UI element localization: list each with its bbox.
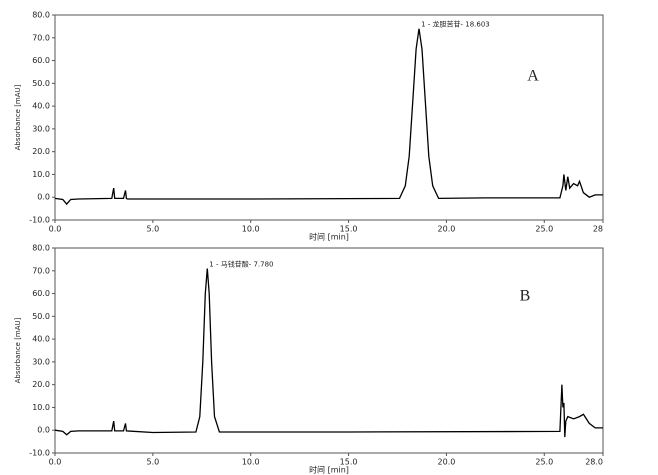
peak-annotation: 1 - 龙胆苦苷- 18.603 bbox=[421, 20, 490, 29]
panel-label: A bbox=[527, 68, 539, 85]
y-tick-label: 0.0 bbox=[37, 193, 50, 202]
y-tick-label: 50.0 bbox=[32, 312, 50, 321]
y-tick-label: 80.0 bbox=[32, 11, 50, 20]
x-tick-label: 10.0 bbox=[242, 458, 260, 467]
y-tick-label: 60.0 bbox=[32, 56, 50, 65]
y-axis-title: Absorbance [mAU] bbox=[14, 317, 22, 383]
x-tick-label: 15.0 bbox=[340, 458, 358, 467]
x-axis-title: 时间 [min] bbox=[309, 232, 349, 242]
chart-panel: -10.00.010.020.030.040.050.060.070.080.0… bbox=[14, 11, 604, 242]
y-axis-title: Absorbance [mAU] bbox=[14, 84, 22, 150]
x-tick-label: 0.0 bbox=[49, 225, 62, 234]
x-tick-label: 5.0 bbox=[146, 458, 159, 467]
x-tick-label: 28.0 bbox=[585, 458, 603, 467]
y-tick-label: 40.0 bbox=[32, 335, 50, 344]
y-tick-label: 0.0 bbox=[37, 426, 50, 435]
x-tick-label: 10.0 bbox=[242, 225, 260, 234]
y-tick-label: 10.0 bbox=[32, 403, 50, 412]
y-tick-label: 60.0 bbox=[32, 289, 50, 298]
panel-label: B bbox=[520, 288, 531, 305]
y-tick-label: 80.0 bbox=[32, 244, 50, 253]
y-tick-label: 70.0 bbox=[32, 33, 50, 42]
y-tick-label: 20.0 bbox=[32, 380, 50, 389]
x-tick-label: 0.0 bbox=[49, 458, 62, 467]
x-tick-label: 15.0 bbox=[340, 225, 358, 234]
trace bbox=[54, 28, 603, 206]
y-tick-label: 50.0 bbox=[32, 79, 50, 88]
y-tick-label: 10.0 bbox=[32, 170, 50, 179]
x-tick-label: 20.0 bbox=[438, 225, 456, 234]
plot-frame bbox=[54, 14, 604, 221]
x-tick-label: 28 bbox=[593, 225, 603, 234]
y-tick-label: -10.0 bbox=[29, 449, 50, 458]
x-tick-label: 25.0 bbox=[535, 458, 553, 467]
y-tick-label: 30.0 bbox=[32, 357, 50, 366]
y-tick-label: -10.0 bbox=[29, 216, 50, 225]
plot-frame bbox=[54, 247, 604, 454]
x-tick-label: 5.0 bbox=[146, 225, 159, 234]
y-tick-label: 40.0 bbox=[32, 102, 50, 111]
trace bbox=[54, 268, 603, 438]
x-tick-label: 20.0 bbox=[438, 458, 456, 467]
chart-panel: -10.00.010.020.030.040.050.060.070.080.0… bbox=[14, 244, 604, 475]
y-tick-label: 70.0 bbox=[32, 266, 50, 275]
y-tick-label: 20.0 bbox=[32, 147, 50, 156]
x-axis-title: 时间 [min] bbox=[309, 465, 349, 475]
peak-annotation: 1 - 马钱苷酸- 7.780 bbox=[209, 260, 273, 269]
x-tick-label: 25.0 bbox=[535, 225, 553, 234]
y-tick-label: 30.0 bbox=[32, 124, 50, 133]
